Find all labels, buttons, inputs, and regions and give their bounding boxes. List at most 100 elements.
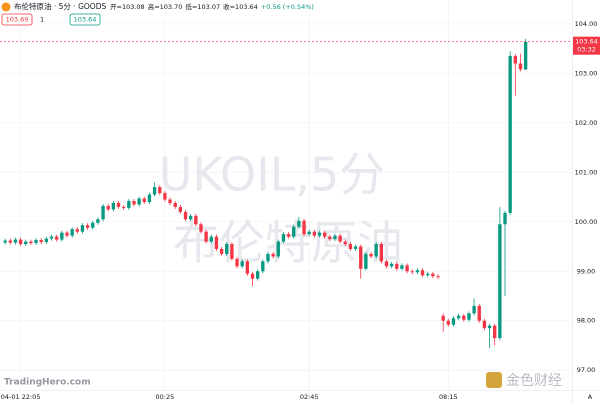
candle-body [405, 265, 409, 272]
candle-body [446, 320, 450, 325]
candle-body [523, 41, 528, 70]
candle-body [80, 225, 85, 232]
candle-body [106, 205, 110, 210]
candle-body [127, 201, 131, 208]
candle-body [204, 231, 208, 242]
candle-body [441, 315, 445, 321]
last-price-label: 103.64 [575, 38, 598, 46]
candle-body [451, 318, 456, 325]
x-tick-label: 08:15 [439, 393, 458, 401]
ohlc-item: 高=103.70 [148, 2, 183, 11]
ohlc-legend: 开=103.08 高=103.70 低=103.07 收=103.64 +0.56 (+… [110, 2, 314, 11]
candle-body [456, 315, 461, 319]
y-tick-label: 101.00 [575, 168, 598, 176]
candle-body [147, 194, 152, 202]
y-tick-label: 100.00 [575, 218, 598, 226]
candle-body [13, 239, 18, 243]
candle-body [415, 270, 420, 273]
candle-body [307, 231, 311, 235]
candle-body [39, 240, 43, 243]
logo-text: 金色财经 [506, 372, 562, 389]
grid [0, 0, 572, 390]
buy-badge[interactable] [69, 13, 101, 26]
candle-body [487, 325, 492, 329]
candle-body [65, 232, 69, 236]
watermark-name: 布伦特原油 [173, 216, 403, 270]
candle-body [317, 232, 322, 236]
candle-body [75, 229, 79, 232]
candle-body [24, 241, 28, 245]
candle-body [29, 241, 33, 244]
axis-mode[interactable]: A [588, 393, 593, 401]
candle-body [364, 253, 368, 269]
ohlc-item: 收=103.64 [223, 2, 258, 11]
candle-body [271, 253, 275, 257]
candle-body [96, 219, 100, 223]
candle-body [178, 206, 183, 212]
candle-body [297, 220, 301, 227]
candle-body [194, 215, 198, 225]
candle-body [183, 211, 188, 220]
symbol-icon [1, 2, 11, 12]
candle-body [431, 273, 435, 277]
candle-body [410, 271, 414, 273]
candle-body [122, 206, 126, 208]
candle-body [312, 231, 317, 236]
candle-body [250, 273, 255, 279]
candle-body [369, 253, 373, 257]
candle-body [225, 244, 229, 254]
sell-badge[interactable] [1, 13, 33, 26]
candle-body [266, 253, 270, 262]
candles [3, 38, 528, 348]
candle-body [188, 215, 193, 220]
candle-body [420, 270, 425, 276]
candle-body [281, 234, 286, 242]
candle-body [168, 199, 172, 203]
candle-body [482, 320, 487, 329]
candle-body [101, 205, 105, 220]
candle-body [91, 222, 95, 228]
candle-body [395, 263, 399, 269]
candle-body [286, 234, 291, 237]
candle-body [163, 193, 167, 200]
candle-body [276, 241, 280, 257]
x-tick-label: 04-01 22:05 [1, 393, 41, 401]
candle-body [137, 198, 141, 205]
candle-body [472, 305, 476, 314]
candle-body [3, 240, 7, 243]
candle-body [389, 263, 394, 267]
candle-body [462, 315, 466, 320]
candle-body [132, 201, 136, 205]
candle-body [322, 232, 327, 237]
candle-body [60, 232, 64, 240]
candle-body [374, 244, 378, 257]
x-tick-label: 00:25 [156, 393, 175, 401]
candle-body [302, 220, 306, 235]
candle-body [348, 244, 353, 249]
y-tick-label: 98.00 [577, 317, 596, 325]
logo-icon [486, 372, 502, 388]
candle-body [18, 239, 23, 245]
candle-body [467, 313, 471, 320]
y-tick-label: 103.00 [575, 69, 598, 77]
last-price-tag [573, 36, 600, 55]
candle-body [343, 241, 347, 245]
candle-body [498, 224, 502, 339]
candle-body [503, 212, 507, 225]
x-tick-label: 02:45 [300, 393, 319, 401]
buy-price: 103.64 [74, 16, 97, 24]
candle-body [116, 202, 121, 207]
candle-body [111, 202, 116, 210]
brand: TradingHero.com [4, 378, 91, 388]
candle-body [142, 198, 146, 202]
candle-body [261, 261, 265, 272]
candle-body [384, 261, 389, 267]
candle-body [214, 236, 219, 249]
candle-body [292, 226, 296, 237]
candle-body [240, 261, 244, 267]
candle-body [173, 202, 177, 207]
candle-body [379, 244, 384, 262]
candle-body [493, 325, 497, 339]
candle-body [219, 248, 224, 254]
